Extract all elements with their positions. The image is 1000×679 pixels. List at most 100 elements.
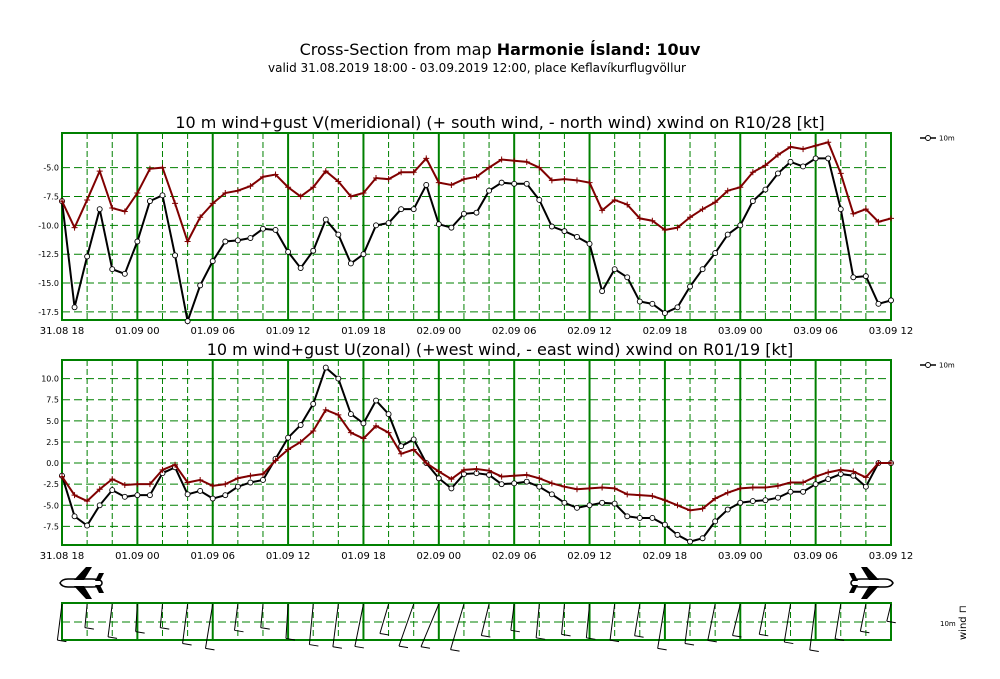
- gust-point: [184, 238, 191, 245]
- x-tick-label: 01.09 18: [341, 326, 386, 337]
- panel-zonal: -7.5 -5.0 -2.5 0.0 2.5 5.0 7.5 10.0 31.08 18 01.0…: [40, 359, 955, 562]
- wind-barb-staff: [420, 603, 440, 647]
- row-label: 10m: [940, 620, 956, 628]
- gust-point: [96, 168, 103, 175]
- wind-barb-staff: [84, 603, 88, 628]
- gust-point: [435, 468, 442, 475]
- y-tick-label: -10.0: [38, 221, 59, 230]
- wind-barb-feather: [420, 646, 431, 649]
- wind-barb-feather: [260, 627, 270, 630]
- wind-barb-feather: [759, 633, 769, 637]
- gust-point: [121, 482, 128, 489]
- wind-point: [234, 483, 241, 490]
- wind-barb-feather: [309, 644, 319, 647]
- wind-point: [260, 477, 266, 483]
- gust-point: [888, 460, 894, 467]
- panel-meridional: -17.5 -15.0 -12.5 -10.0 -7.5 -5.0 31.08 18 01.0…: [38, 132, 955, 337]
- gust-point: [310, 184, 317, 191]
- x-tick-label: 03.09 06: [793, 551, 838, 562]
- gust-point: [285, 446, 292, 453]
- wind-point: [184, 491, 191, 498]
- wind-point: [335, 375, 342, 382]
- gust-point: [536, 164, 543, 171]
- wind-barb-feather: [234, 629, 244, 633]
- wind-point: [649, 300, 656, 307]
- wind-barb-staff: [234, 603, 239, 631]
- wind-point: [71, 304, 78, 311]
- x-tick-label: 02.09 00: [417, 551, 462, 562]
- wind-point: [373, 222, 379, 229]
- wind-point: [121, 270, 128, 277]
- gust-point: [573, 486, 580, 493]
- gust-point: [674, 224, 681, 231]
- gust-point: [335, 178, 342, 185]
- gust-point: [737, 184, 744, 191]
- wind-point: [448, 485, 455, 492]
- wind-barb-feather: [205, 647, 215, 651]
- y-tick-label: 0.0: [46, 459, 59, 468]
- y-tick-label: 10.0: [41, 375, 59, 384]
- wind-point: [197, 487, 204, 494]
- wind-point: [611, 500, 618, 507]
- airplane-wings: [74, 567, 92, 599]
- gust-point: [850, 210, 857, 217]
- gust-point: [837, 170, 844, 177]
- panel2-title: 10 m wind+gust U(zonal) (+west wind, - e…: [207, 340, 794, 359]
- gust-point: [146, 165, 153, 172]
- legend-marker: [925, 135, 931, 141]
- gust-point: [586, 485, 593, 492]
- y-tick-label: -7.5: [43, 192, 59, 201]
- gust-point: [423, 155, 430, 162]
- gust-point: [297, 438, 304, 445]
- wind-barb-staff: [535, 603, 540, 638]
- airplane-icon: [849, 567, 894, 599]
- gust-point: [448, 181, 455, 188]
- gust-point: [172, 461, 179, 468]
- x-tick-label: 02.09 06: [492, 551, 537, 562]
- gust-point: [209, 200, 216, 207]
- y-tick-label: -7.5: [43, 522, 59, 531]
- wind-point: [800, 488, 807, 495]
- gust-point: [360, 435, 367, 442]
- wind-barb-feather: [450, 649, 460, 652]
- wind-barb-staff: [585, 603, 591, 638]
- wind-point: [310, 247, 317, 254]
- wind-point: [724, 506, 731, 513]
- x-tick-label: 03.09 00: [718, 551, 763, 562]
- gust-point: [84, 498, 91, 505]
- x-tick-label: 02.09 18: [643, 326, 688, 337]
- gust-point: [636, 215, 643, 222]
- wind-barb-feather: [160, 627, 170, 630]
- gust-point: [109, 205, 116, 212]
- x-tick-label: 03.09 06: [793, 326, 838, 337]
- gust-point: [159, 466, 166, 473]
- gust-point: [247, 183, 254, 190]
- x-tick-label: 01.09 18: [341, 551, 386, 562]
- wind-point: [385, 411, 392, 418]
- gust-point: [222, 190, 229, 197]
- wind-point: [862, 273, 869, 280]
- wind-point: [561, 499, 568, 506]
- wind-point: [335, 231, 342, 238]
- y-tick-label: -17.5: [38, 308, 59, 317]
- gust-point: [561, 176, 568, 183]
- wind-point: [460, 210, 467, 217]
- wind-barb-feather: [481, 635, 491, 638]
- gust-point: [661, 226, 668, 233]
- gust-point: [875, 460, 882, 467]
- y-tick-label: 7.5: [46, 396, 59, 405]
- wind-point: [209, 258, 216, 265]
- gust-point: [322, 406, 329, 413]
- wind-point: [674, 304, 681, 311]
- gust-point: [862, 474, 869, 481]
- wind-barb-staff: [354, 603, 364, 647]
- wind-barb-feather: [107, 636, 118, 639]
- wind-barb-staff: [56, 603, 63, 641]
- x-tick-label: 01.09 06: [190, 326, 235, 337]
- wind-point: [536, 483, 543, 490]
- wind-barb-staff: [159, 603, 163, 628]
- gust-point: [825, 469, 832, 476]
- gust-point: [285, 184, 292, 191]
- axis-label: wind ⊓: [958, 605, 969, 640]
- x-tick-label: 03.09 12: [869, 551, 914, 562]
